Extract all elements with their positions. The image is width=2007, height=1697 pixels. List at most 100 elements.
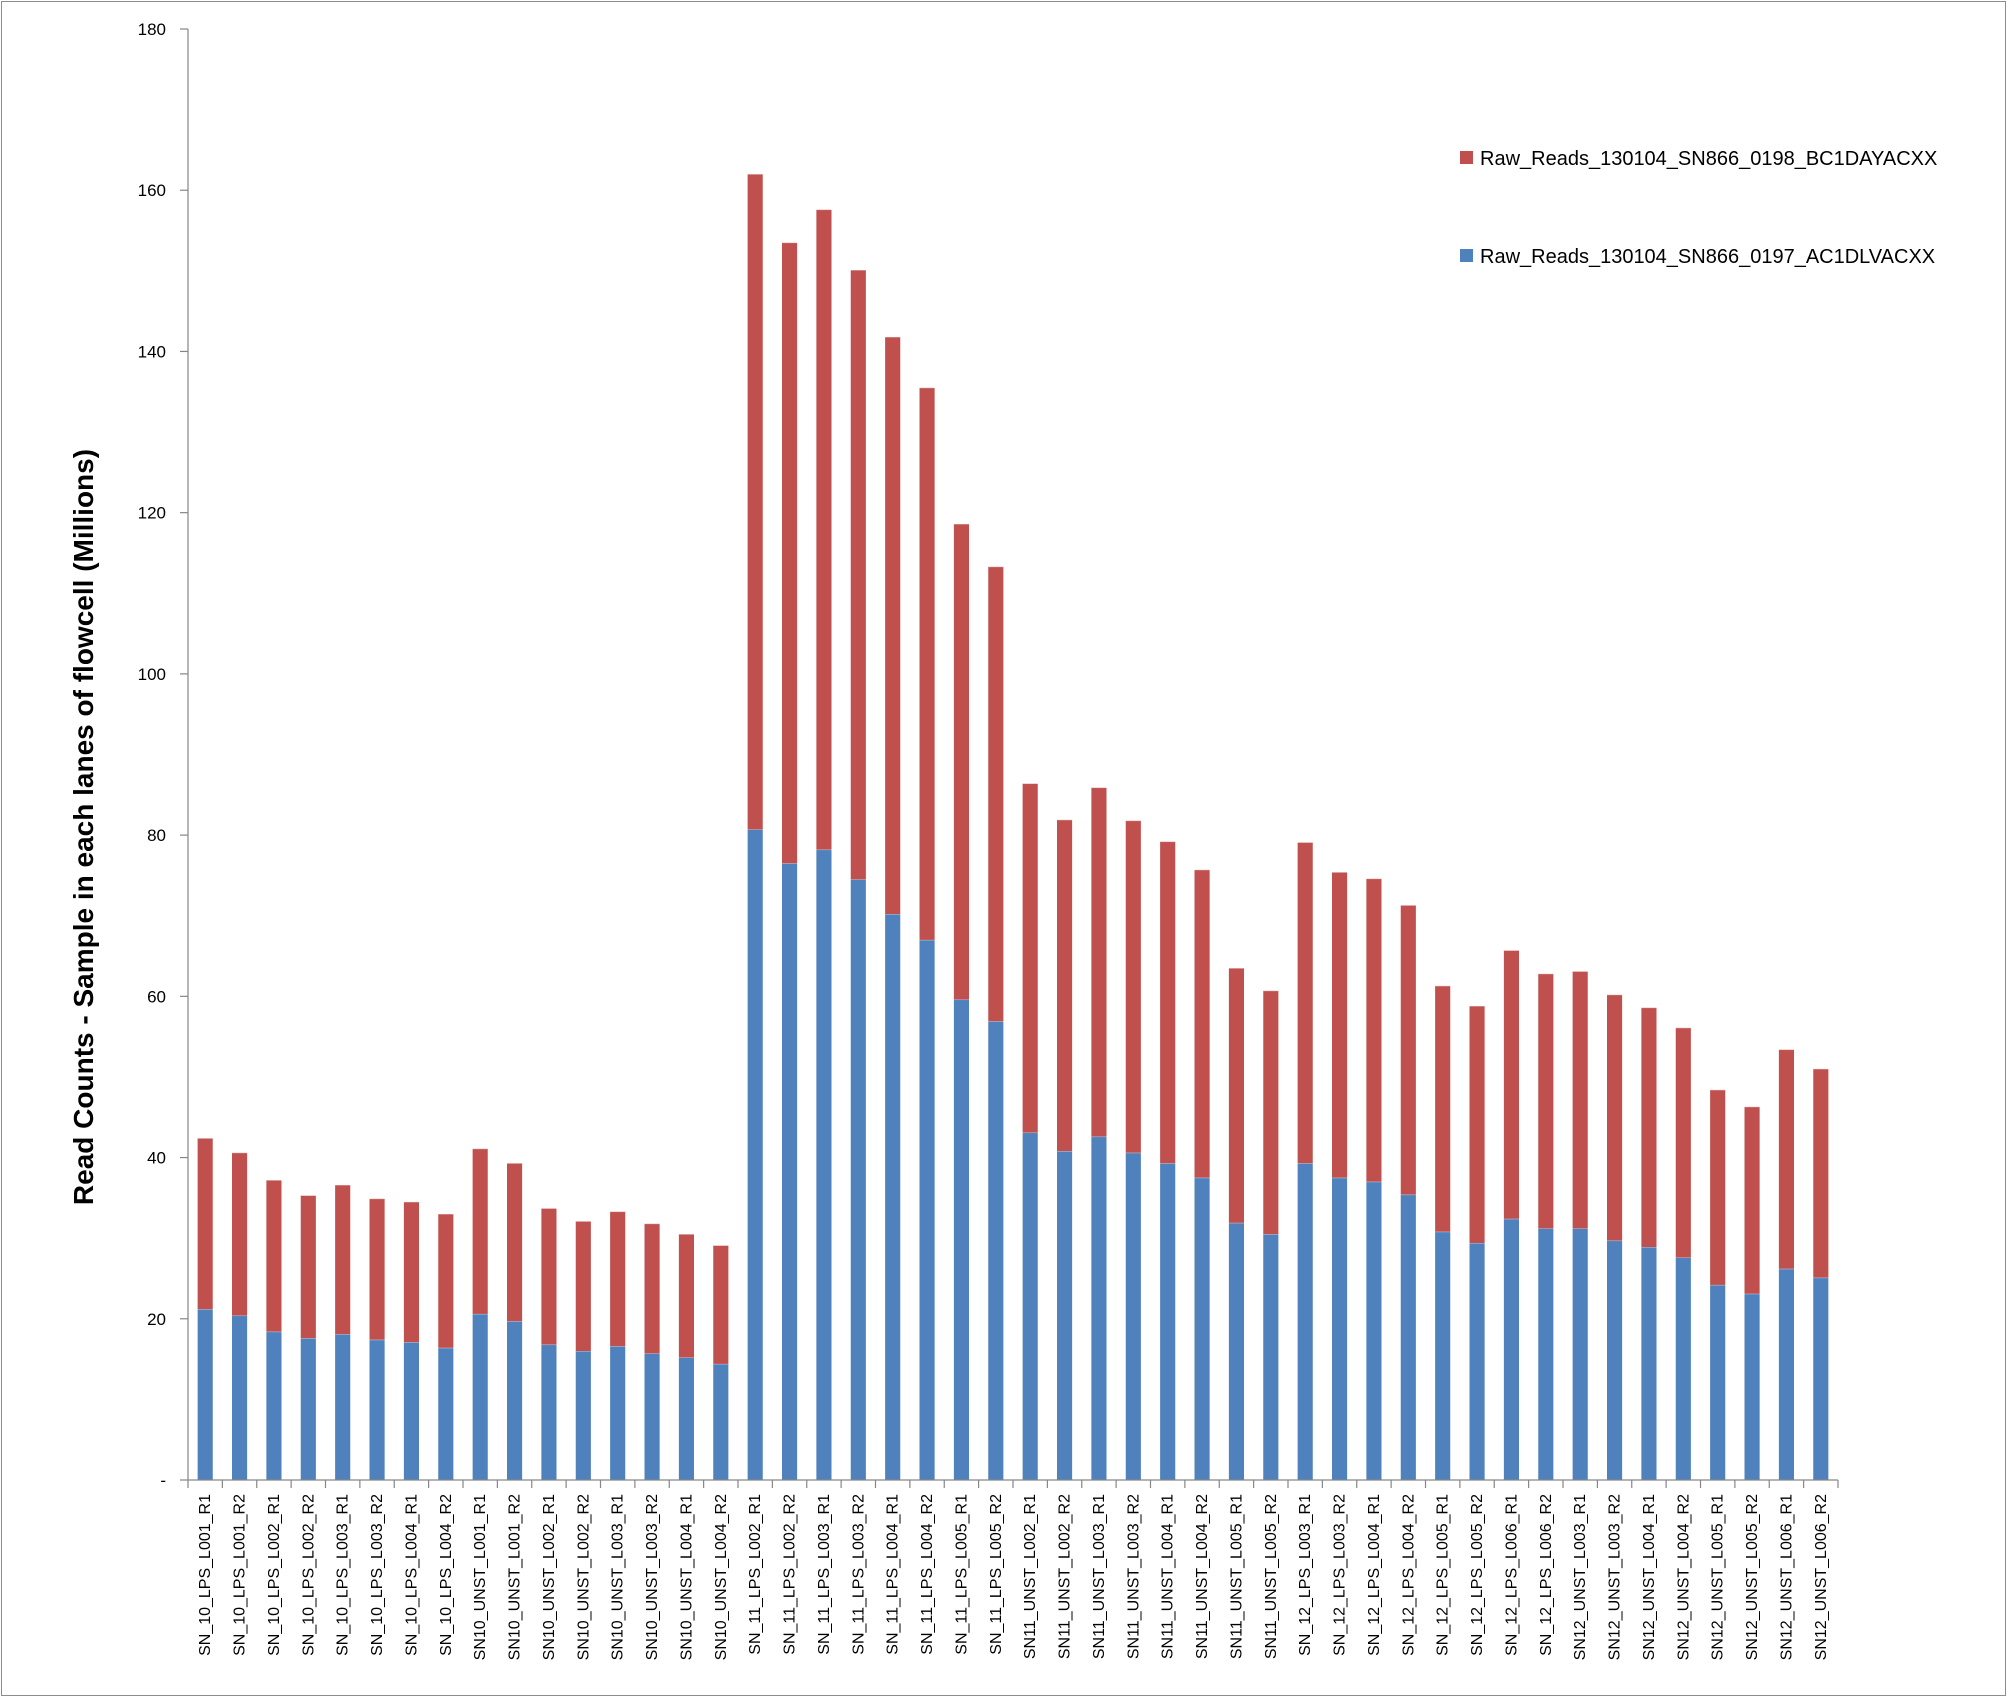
- y-axis-title: Read Counts - Sample in each lanes of fl…: [68, 449, 99, 1205]
- bar-segment-0198: [1297, 842, 1313, 1164]
- bar-segment-0197: [507, 1321, 523, 1480]
- y-tick-label: 180: [138, 20, 166, 39]
- x-category-label: SN_12_LPS_L004_R2: [1400, 1494, 1417, 1656]
- bar-segment-0197: [1022, 1132, 1038, 1480]
- bar-segment-0198: [197, 1138, 213, 1310]
- bar-segment-0197: [1125, 1152, 1141, 1480]
- x-category-label: SN_10_LPS_L002_R2: [300, 1494, 317, 1656]
- x-category-label: SN_11_LPS_L004_R2: [919, 1494, 936, 1655]
- bar-segment-0197: [678, 1357, 694, 1480]
- bar-segment-0198: [266, 1180, 282, 1332]
- bar-segment-0197: [713, 1363, 729, 1480]
- bar-segment-0197: [541, 1344, 557, 1480]
- bar-segment-0198: [644, 1223, 660, 1354]
- bar-segment-0198: [1572, 971, 1588, 1229]
- bar-segment-0198: [885, 336, 901, 915]
- bar-segment-0198: [1332, 872, 1348, 1178]
- bar-segment-0198: [1400, 905, 1416, 1195]
- bar-segment-0197: [953, 999, 969, 1480]
- bar-segment-0198: [232, 1152, 248, 1316]
- x-category-label: SN12_UNST_L003_R1: [1572, 1494, 1589, 1660]
- bar-segment-0197: [197, 1309, 213, 1480]
- y-tick-label: 100: [138, 665, 166, 684]
- x-category-label: SN10_UNST_L001_R1: [472, 1494, 489, 1660]
- bar-segment-0197: [782, 863, 798, 1480]
- y-tick-label: 140: [138, 342, 166, 361]
- x-category-label: SN_11_LPS_L002_R1: [747, 1494, 764, 1655]
- bar-segment-0198: [850, 270, 866, 880]
- bar-segment-0198: [816, 209, 832, 850]
- bar-segment-0198: [541, 1208, 557, 1345]
- y-tick-label: 20: [147, 1310, 166, 1329]
- bar-segment-0197: [266, 1331, 282, 1480]
- x-category-label: SN_10_LPS_L003_R1: [335, 1494, 352, 1656]
- bar-segment-0197: [1057, 1151, 1073, 1480]
- bar-segment-0197: [1366, 1181, 1382, 1480]
- bar-segment-0197: [1263, 1234, 1279, 1480]
- legend: Raw_Reads_130104_SN866_0198_BC1DAYACXX Ra…: [1460, 148, 1937, 268]
- x-category-label: SN12_UNST_L004_R2: [1675, 1494, 1692, 1660]
- bar-segment-0198: [507, 1163, 523, 1322]
- bar-segment-0198: [1435, 985, 1451, 1232]
- bar-segment-0198: [678, 1234, 694, 1358]
- bar-segment-0197: [1744, 1293, 1760, 1480]
- x-axis: SN_10_LPS_L001_R1 SN_10_LPS_L001_R2 SN_10_…: [187, 1479, 1839, 1660]
- bar-segment-0197: [747, 829, 763, 1480]
- bar-segment-0198: [369, 1198, 385, 1340]
- x-category-label: SN10_UNST_L002_R2: [575, 1494, 592, 1660]
- x-category-label: SN_10_LPS_L001_R1: [197, 1494, 214, 1656]
- bar-segment-0197: [1607, 1240, 1623, 1480]
- bar-segment-0197: [1400, 1194, 1416, 1480]
- bar-segment-0197: [1641, 1247, 1657, 1480]
- y-tick-label: -: [160, 1471, 166, 1490]
- x-category-label: SN_11_LPS_L005_R1: [953, 1494, 970, 1655]
- x-category-label: SN_11_LPS_L005_R2: [988, 1494, 1005, 1655]
- bar-segment-0197: [300, 1338, 316, 1480]
- bar-segment-0197: [1194, 1177, 1210, 1480]
- x-category-label: SN_12_LPS_L005_R2: [1469, 1494, 1486, 1656]
- bar-segment-0198: [1366, 878, 1382, 1182]
- bar-segment-0198: [1813, 1068, 1829, 1278]
- x-category-label: SN11_UNST_L005_R1: [1228, 1494, 1245, 1659]
- x-category-label: SN_10_LPS_L001_R2: [232, 1494, 249, 1656]
- x-category-label: SN12_UNST_L006_R1: [1778, 1494, 1795, 1660]
- x-category-label: SN12_UNST_L004_R1: [1641, 1494, 1658, 1660]
- bar-segment-0198: [1469, 1006, 1485, 1244]
- x-category-label: SN12_UNST_L005_R2: [1744, 1494, 1761, 1660]
- bar-segment-0197: [1778, 1268, 1794, 1480]
- x-category-label: SN_10_LPS_L002_R1: [266, 1494, 283, 1656]
- bar-segment-0197: [1675, 1257, 1691, 1480]
- bar-segment-0197: [1160, 1163, 1176, 1480]
- bar-segment-0198: [919, 387, 935, 940]
- bar-segment-0198: [747, 174, 763, 830]
- y-tick-label: 40: [147, 1149, 166, 1168]
- bar-segment-0197: [1091, 1136, 1107, 1480]
- x-category-label: SN10_UNST_L002_R1: [541, 1494, 558, 1660]
- x-category-label: SN10_UNST_L004_R2: [713, 1494, 730, 1660]
- bar-segment-0197: [438, 1347, 454, 1480]
- x-category-label: SN_12_LPS_L006_R2: [1538, 1494, 1555, 1656]
- bar-segment-0198: [1263, 990, 1279, 1235]
- x-category-label: SN10_UNST_L003_R1: [610, 1494, 627, 1660]
- bar-segment-0198: [403, 1201, 419, 1343]
- x-category-label: SN11_UNST_L004_R1: [1160, 1494, 1177, 1659]
- bar-segment-0197: [575, 1351, 591, 1480]
- y-tick-label: 120: [138, 504, 166, 523]
- bar-segment-0197: [644, 1353, 660, 1480]
- bar-segment-0197: [1503, 1218, 1519, 1480]
- x-category-label: SN_10_LPS_L004_R1: [403, 1494, 420, 1656]
- bar-segment-0198: [713, 1245, 729, 1364]
- bar-segment-0198: [438, 1213, 454, 1348]
- bar-segment-0198: [1744, 1106, 1760, 1294]
- x-category-label: SN_11_LPS_L004_R1: [885, 1494, 902, 1655]
- bar-segment-0197: [1813, 1277, 1829, 1480]
- x-category-label: SN10_UNST_L004_R1: [678, 1494, 695, 1660]
- x-category-label: SN_10_LPS_L003_R2: [369, 1494, 386, 1656]
- bar-segment-0198: [1057, 819, 1073, 1152]
- bar-segment-0198: [1675, 1027, 1691, 1258]
- x-category-label: SN_12_LPS_L004_R1: [1366, 1494, 1383, 1656]
- bar-segment-0197: [919, 939, 935, 1480]
- bar-segment-0198: [1125, 820, 1141, 1153]
- bar-segment-0198: [610, 1211, 626, 1347]
